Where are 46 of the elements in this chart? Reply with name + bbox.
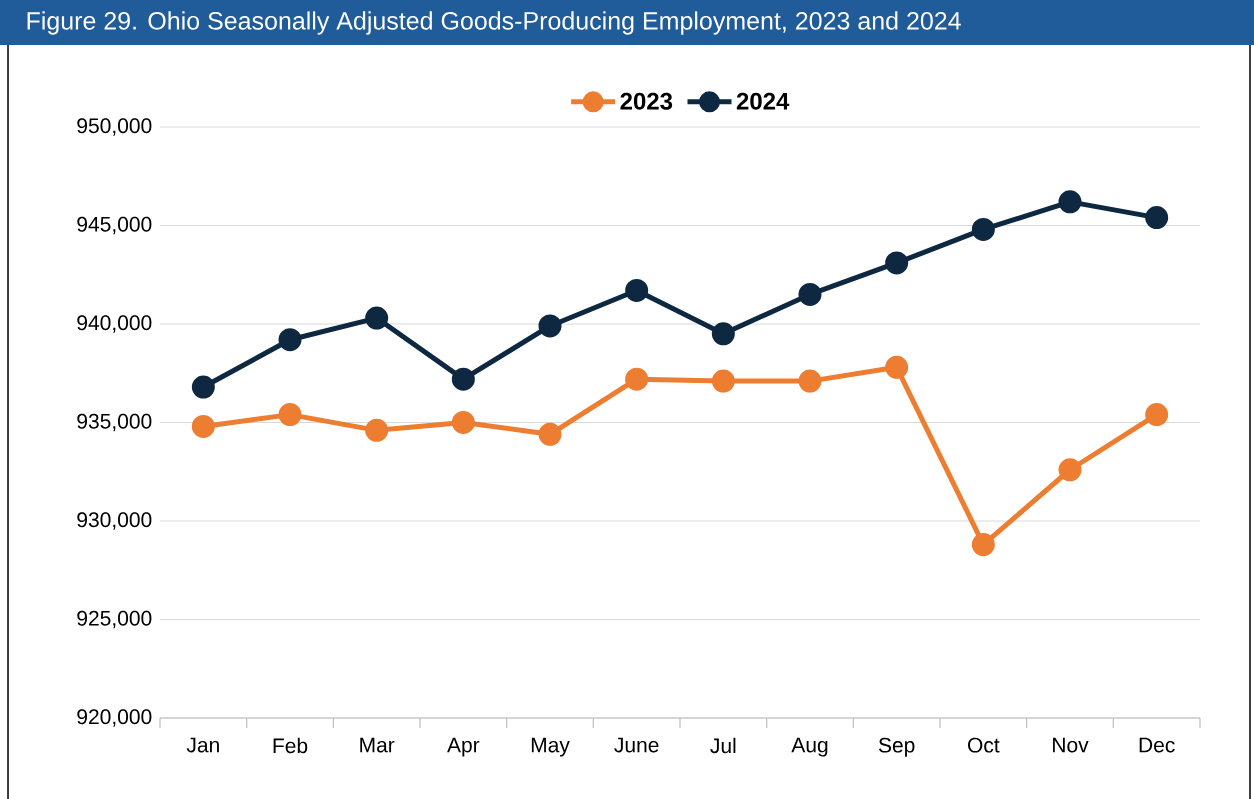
- point: [1145, 403, 1169, 427]
- point: [885, 251, 909, 275]
- y-tick-label: 925,000: [77, 610, 152, 629]
- y-tick-label: 940,000: [77, 315, 152, 333]
- point: [1058, 190, 1082, 214]
- y-tick-label: 945,000: [77, 216, 152, 235]
- point: [798, 369, 822, 393]
- x-tick-label: Feb: [273, 737, 308, 754]
- x-tick-label: Jul: [710, 737, 736, 754]
- x-tick-label: May: [531, 737, 570, 757]
- point: [1145, 206, 1169, 230]
- point: [451, 367, 475, 391]
- point: [365, 306, 389, 330]
- point: [971, 217, 995, 241]
- point: [625, 278, 649, 302]
- point: [278, 403, 302, 427]
- chart-title: Figure 29. Ohio Seasonally Adjusted Goods-Producing Employment, 2023 and 2024: [27, 11, 961, 35]
- y-tick-label: 935,000: [77, 413, 152, 432]
- point: [885, 355, 909, 379]
- point: [191, 414, 215, 438]
- y-tick-label: 950,000: [77, 118, 152, 136]
- point: [798, 282, 822, 306]
- legend-label: 2024: [736, 92, 790, 110]
- point: [971, 533, 995, 557]
- point: [711, 369, 735, 393]
- x-tick-label: Aug: [791, 737, 828, 757]
- x-tick-label: Mar: [360, 737, 395, 753]
- x-tick-label: Apr: [447, 737, 480, 757]
- point: [538, 314, 562, 338]
- legend-label: 2023: [620, 92, 673, 110]
- point: [365, 418, 389, 442]
- point: [451, 410, 475, 434]
- point: [191, 375, 215, 399]
- point: [625, 367, 649, 391]
- x-tick-label: June: [614, 737, 659, 753]
- x-tick-label: Sep: [878, 737, 915, 757]
- point: [1058, 458, 1082, 482]
- y-tick-label: 920,000: [77, 709, 152, 727]
- point: [538, 422, 562, 446]
- x-tick-label: Jan: [186, 737, 219, 753]
- x-tick-label: Oct: [968, 737, 1000, 753]
- point: [278, 328, 302, 352]
- point: [711, 322, 735, 346]
- x-tick-label: Dec: [1139, 737, 1175, 753]
- x-tick-label: Nov: [1053, 737, 1089, 753]
- y-tick-label: 930,000: [77, 512, 152, 530]
